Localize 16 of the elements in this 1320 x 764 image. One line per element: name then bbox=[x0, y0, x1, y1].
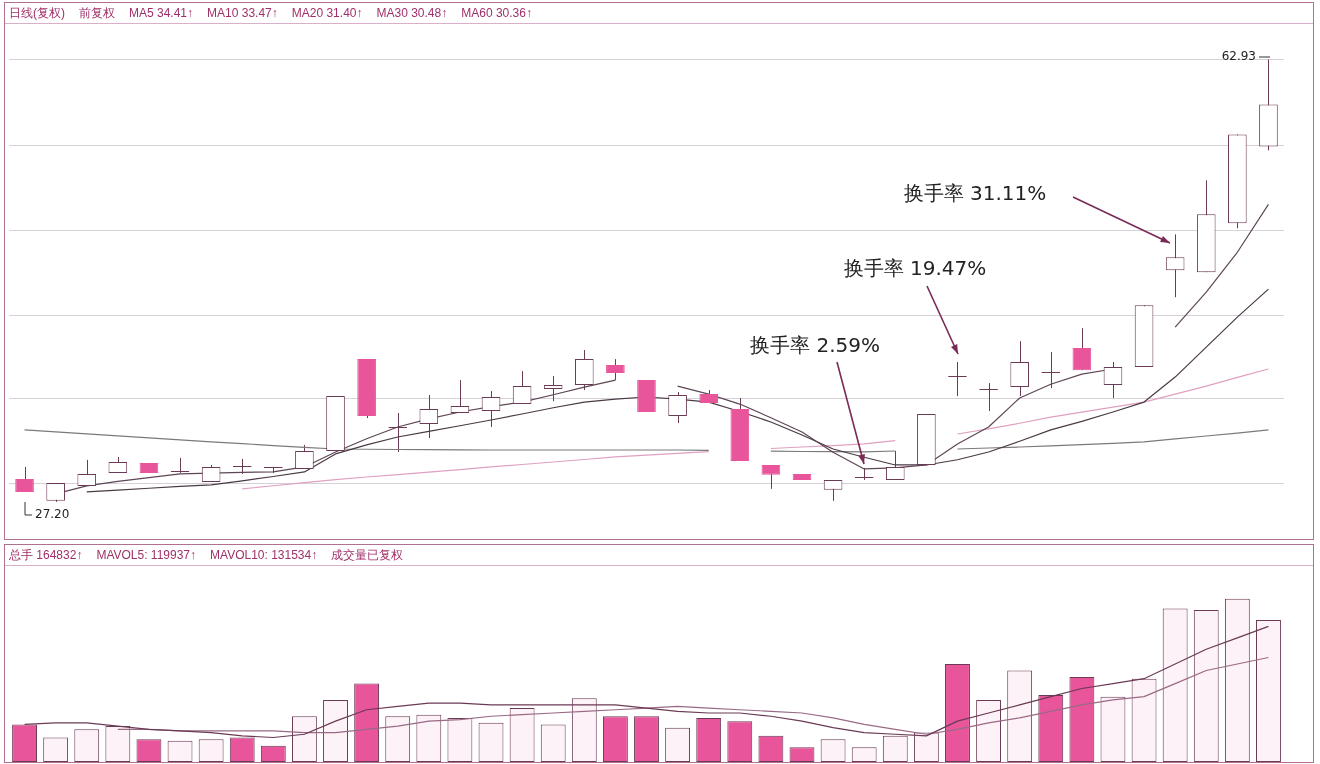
text: MA60 30.36↑ bbox=[461, 6, 532, 20]
annotation: 换手率 19.47% bbox=[843, 256, 987, 281]
annotation: 换手率 31.11% bbox=[903, 181, 1047, 206]
text: MAVOL10: 131534↑ bbox=[210, 548, 318, 562]
text: 成交量已复权 bbox=[331, 548, 404, 562]
text: 总手 164832↑ bbox=[9, 548, 83, 562]
text: MA5 34.41↑ bbox=[129, 6, 194, 20]
text: 前复权 bbox=[79, 6, 115, 20]
text: MAVOL5: 119937↑ bbox=[96, 548, 197, 562]
text: 日线(复权) bbox=[9, 6, 65, 20]
annotation: 换手率 2.59% bbox=[750, 333, 880, 358]
text: MA30 30.48↑ bbox=[376, 6, 448, 20]
text: MA20 31.40↑ bbox=[291, 6, 363, 20]
text: MA10 33.47↑ bbox=[207, 6, 278, 20]
annotation: 27.20 bbox=[35, 507, 70, 522]
annotation: 62.93 bbox=[1221, 49, 1256, 64]
